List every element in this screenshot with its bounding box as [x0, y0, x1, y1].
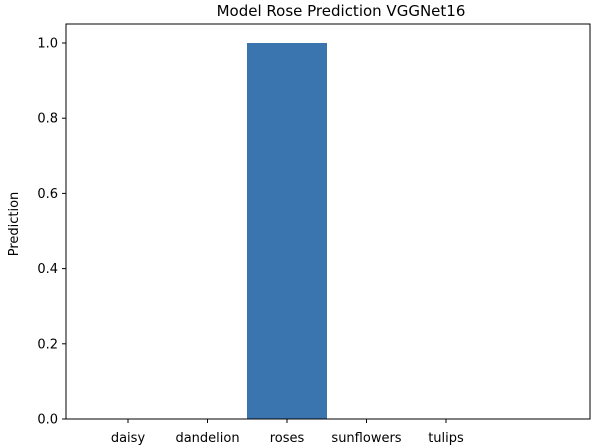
x-tick-label: sunflowers: [331, 431, 401, 446]
x-tick-label: daisy: [111, 431, 146, 446]
x-ticks-group: daisy dandelion roses sunflowers tulips: [111, 419, 464, 446]
y-axis-label: Prediction: [7, 192, 22, 257]
y-tick-label: 0.8: [37, 112, 58, 127]
x-tick-label: dandelion: [175, 431, 239, 446]
x-tick-label: roses: [270, 431, 305, 446]
y-tick-label: 0.4: [37, 262, 58, 277]
bars-group: [247, 43, 327, 419]
y-tick-label: 0.0: [37, 413, 58, 428]
y-tick-label: 0.2: [37, 337, 58, 352]
chart-title: Model Rose Prediction VGGNet16: [217, 2, 466, 20]
bar-roses: [247, 43, 327, 419]
y-ticks-group: 0.0 0.2 0.4 0.6 0.8 1.0: [37, 37, 66, 428]
plot-frame: [65, 23, 591, 420]
x-tick-label: tulips: [428, 431, 464, 446]
y-tick-label: 0.6: [37, 187, 58, 202]
y-tick-label: 1.0: [37, 37, 58, 52]
